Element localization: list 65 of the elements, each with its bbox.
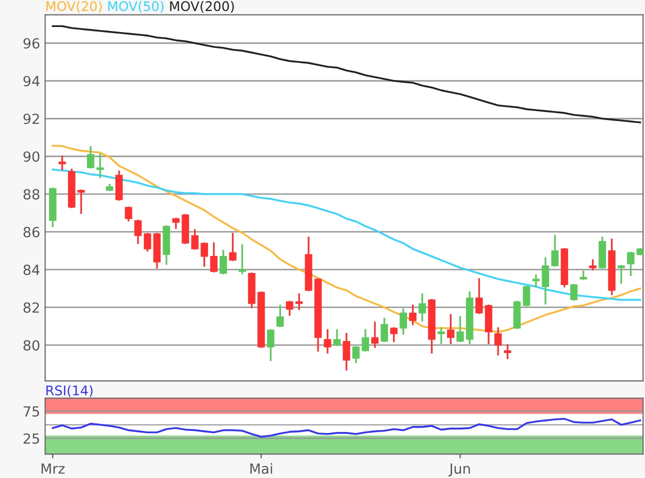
x-tick-label: Mrz <box>42 464 65 474</box>
candlestick <box>172 218 180 229</box>
candlestick <box>570 284 578 301</box>
candlestick <box>390 327 398 342</box>
candlestick <box>418 293 426 322</box>
y-tick-label: 86 <box>24 226 40 238</box>
candlestick <box>456 316 464 342</box>
y-tick-label: 84 <box>24 264 40 276</box>
candlestick <box>409 304 416 326</box>
candlestick <box>134 220 142 244</box>
candlestick <box>494 327 502 356</box>
candlestick <box>380 318 388 342</box>
candlestick <box>58 156 66 170</box>
candlestick <box>342 332 350 370</box>
candlestick <box>210 242 218 272</box>
candlestick <box>362 329 370 352</box>
candlestick <box>286 300 294 316</box>
candlestick <box>352 346 360 363</box>
candlestick <box>532 274 540 288</box>
candlestick <box>371 322 379 348</box>
candlestick <box>86 146 94 169</box>
y-tick-label: 82 <box>24 302 39 313</box>
candlestick <box>522 286 530 306</box>
candlestick <box>438 327 445 344</box>
candlestick <box>191 229 199 250</box>
x-tick-label: Jun <box>448 464 470 476</box>
candlestick <box>618 265 625 284</box>
y-tick-label: 94 <box>23 76 40 86</box>
candlestick <box>229 232 236 262</box>
text: RSI(14) <box>46 385 93 397</box>
candlestick <box>447 314 454 344</box>
candlestick <box>551 234 559 267</box>
candlestick <box>77 190 85 214</box>
candlestick <box>400 308 407 335</box>
line-series <box>52 25 642 124</box>
y-tick-label: 96 <box>23 38 40 49</box>
series-label: MOV(200) <box>170 0 234 13</box>
y-tick-label: 90 <box>23 151 40 162</box>
candlestick <box>124 206 132 222</box>
y-tick-label: 75 <box>24 406 40 417</box>
candlestick <box>267 329 274 362</box>
candlestick <box>276 304 284 328</box>
candlestick <box>295 293 303 310</box>
candlestick <box>238 244 246 274</box>
candlestick <box>589 259 597 270</box>
candlestick <box>475 278 483 314</box>
line-series <box>52 168 642 301</box>
x-tick-label: Mai <box>250 463 272 474</box>
y-tick-label: 88 <box>24 189 40 200</box>
line-series <box>52 418 642 438</box>
y-tick-label: 25 <box>24 433 40 444</box>
candlestick <box>220 250 227 274</box>
y-tick-label: 80 <box>24 340 40 351</box>
candlestick <box>96 154 104 178</box>
candlestick <box>200 242 208 267</box>
line-series <box>52 144 642 333</box>
candlestick <box>144 232 152 252</box>
candlestick <box>324 329 332 354</box>
text: MOV(20) <box>46 0 102 13</box>
candlestick <box>504 344 512 360</box>
text: MOV(50) <box>108 0 164 13</box>
candlestick <box>627 252 634 276</box>
candlestick <box>333 329 341 346</box>
candlestick <box>542 257 550 304</box>
y-tick-label: 92 <box>23 114 39 124</box>
